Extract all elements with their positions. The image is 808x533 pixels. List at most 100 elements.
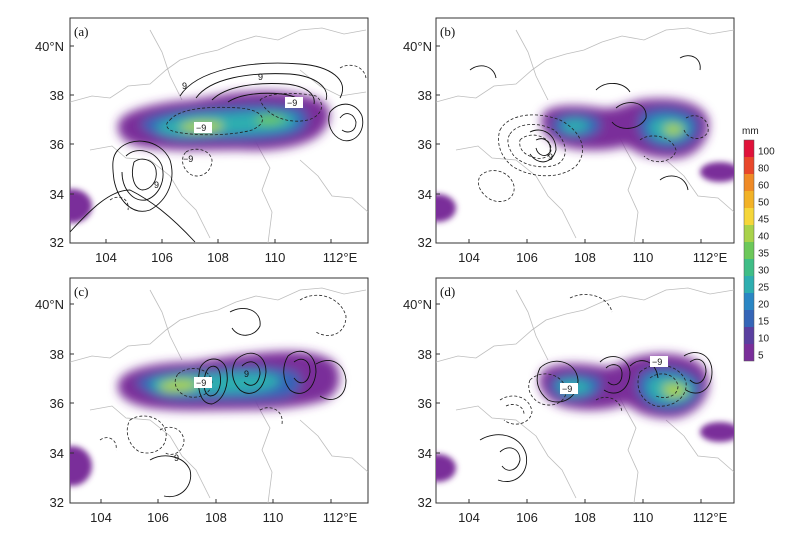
colorbar-swatch bbox=[744, 208, 754, 225]
contour-label: 9 bbox=[258, 72, 263, 82]
colorbar-swatch bbox=[744, 225, 754, 242]
colorbar-frame bbox=[743, 139, 755, 362]
x-tick-label: 104 bbox=[95, 250, 117, 265]
y-tick-label: 32 bbox=[50, 495, 64, 510]
x-tick-label: 110 bbox=[633, 510, 654, 525]
colorbar-tick-label: 45 bbox=[758, 215, 770, 226]
colorbar-swatch bbox=[744, 344, 754, 361]
colorbar-unit: mm bbox=[742, 126, 759, 137]
panel-a: 9 −9 −9 −9 9 9 (a) 104 106 108 110 112°E bbox=[35, 17, 369, 265]
x-tick-label: 112°E bbox=[323, 510, 358, 525]
y-tick-label: 38 bbox=[50, 347, 64, 362]
colorbar-swatch bbox=[744, 276, 754, 293]
province-boundaries-d bbox=[436, 287, 734, 503]
province-boundaries-b bbox=[436, 27, 734, 243]
x-tick-label: 104 bbox=[458, 250, 480, 265]
x-axis-a: 104 106 108 110 112°E bbox=[95, 239, 358, 265]
y-tick-label: 40°N bbox=[35, 297, 64, 312]
y-tick-label: 40°N bbox=[403, 39, 432, 54]
contours-negative-a bbox=[109, 64, 367, 211]
province-boundaries-c bbox=[70, 287, 368, 503]
panel-label-c: (c) bbox=[74, 284, 88, 299]
x-tick-label: 112°E bbox=[323, 250, 358, 265]
y-tick-label: 34 bbox=[50, 187, 64, 202]
colorbar: mm 100 80 60 50 45 40 35 30 25 20 15 10 5 bbox=[742, 126, 775, 362]
colorbar-tick-label: 100 bbox=[758, 147, 775, 158]
x-tick-label: 108 bbox=[207, 250, 229, 265]
panel-label-b: (b) bbox=[440, 24, 455, 39]
x-tick-label: 106 bbox=[516, 510, 538, 525]
y-tick-label: 32 bbox=[50, 235, 64, 250]
contour-label: 9 bbox=[548, 152, 553, 162]
y-tick-label: 36 bbox=[418, 137, 432, 152]
x-tick-label: 104 bbox=[90, 510, 112, 525]
contour-label: 9 bbox=[182, 81, 187, 91]
colorbar-tick-label: 80 bbox=[758, 164, 770, 175]
y-tick-label: 32 bbox=[418, 235, 432, 250]
contour-label: 9 bbox=[244, 369, 249, 379]
y-tick-label: 34 bbox=[418, 187, 432, 202]
contour-label: −9 bbox=[652, 357, 662, 367]
contours-positive-d bbox=[479, 352, 713, 482]
y-tick-label: 34 bbox=[418, 446, 432, 461]
colorbar-tick-label: 15 bbox=[758, 317, 770, 328]
panel-d: −9 −9 (d) 104 106 108 110 112°E 40°N bbox=[403, 277, 735, 525]
colorbar-tick-label: 20 bbox=[758, 300, 770, 311]
y-tick-label: 34 bbox=[50, 446, 64, 461]
x-tick-label: 108 bbox=[574, 250, 596, 265]
colorbar-swatch bbox=[744, 140, 754, 157]
colorbar-tick-label: 35 bbox=[758, 249, 770, 260]
panel-b: 9 (b) 104 106 108 110 112°E 40°N 38 36 3… bbox=[403, 17, 735, 265]
x-tick-label: 106 bbox=[147, 510, 169, 525]
colorbar-swatch bbox=[744, 293, 754, 310]
colorbar-tick-label: 10 bbox=[758, 334, 770, 345]
colorbar-tick-label: 25 bbox=[758, 283, 770, 294]
contours-positive-a bbox=[70, 62, 364, 243]
y-axis-b: 40°N 38 36 34 32 bbox=[403, 39, 440, 250]
x-tick-label: 110 bbox=[265, 250, 286, 265]
colorbar-swatch bbox=[744, 191, 754, 208]
x-axis-d: 104 106 108 110 112°E bbox=[458, 499, 728, 525]
y-tick-label: 32 bbox=[418, 495, 432, 510]
colorbar-swatch bbox=[744, 259, 754, 276]
y-tick-label: 38 bbox=[418, 347, 432, 362]
contour-labels-d: −9 −9 bbox=[560, 356, 668, 394]
y-tick-label: 36 bbox=[418, 396, 432, 411]
x-tick-label: 112°E bbox=[693, 510, 728, 525]
y-tick-label: 36 bbox=[50, 137, 64, 152]
contour-labels-a: 9 −9 −9 −9 9 9 bbox=[154, 72, 303, 190]
y-axis-c: 40°N 38 36 34 32 bbox=[35, 297, 74, 510]
colorbar-swatch bbox=[744, 174, 754, 191]
y-tick-label: 40°N bbox=[403, 297, 432, 312]
colorbar-swatch bbox=[744, 242, 754, 259]
colorbar-ticks: 100 80 60 50 45 40 35 30 25 20 15 10 5 bbox=[758, 147, 775, 362]
y-axis-a: 40°N 38 36 34 32 bbox=[35, 39, 74, 250]
y-tick-label: 36 bbox=[50, 396, 64, 411]
contour-label: −9 bbox=[196, 378, 206, 388]
contours-positive-b bbox=[469, 55, 701, 191]
colorbar-swatch bbox=[744, 310, 754, 327]
contour-label: −9 bbox=[183, 154, 193, 164]
x-tick-label: 110 bbox=[633, 250, 654, 265]
x-tick-label: 106 bbox=[516, 250, 538, 265]
x-tick-label: 112°E bbox=[693, 250, 728, 265]
panel-label-d: (d) bbox=[440, 284, 455, 299]
colorbar-tick-label: 40 bbox=[758, 232, 770, 243]
x-tick-label: 106 bbox=[151, 250, 173, 265]
contour-label: 9 bbox=[154, 180, 159, 190]
colorbar-swatch bbox=[744, 157, 754, 174]
y-tick-label: 38 bbox=[418, 88, 432, 103]
panel-c: −9 9 9 (c) 104 106 108 110 112°E 40°N bbox=[35, 277, 369, 525]
contour-labels-b: 9 bbox=[548, 152, 553, 162]
contour-labels-c: −9 9 9 bbox=[174, 369, 249, 463]
contours-negative-c bbox=[99, 294, 347, 455]
contour-label: 9 bbox=[174, 453, 179, 463]
colorbar-swatch bbox=[744, 327, 754, 344]
x-tick-label: 104 bbox=[458, 510, 480, 525]
colorbar-swatches bbox=[743, 139, 755, 362]
x-tick-label: 110 bbox=[263, 510, 284, 525]
x-tick-label: 108 bbox=[574, 510, 596, 525]
y-axis-d: 40°N 38 36 34 32 bbox=[403, 297, 440, 510]
contour-label: −9 bbox=[196, 123, 206, 133]
